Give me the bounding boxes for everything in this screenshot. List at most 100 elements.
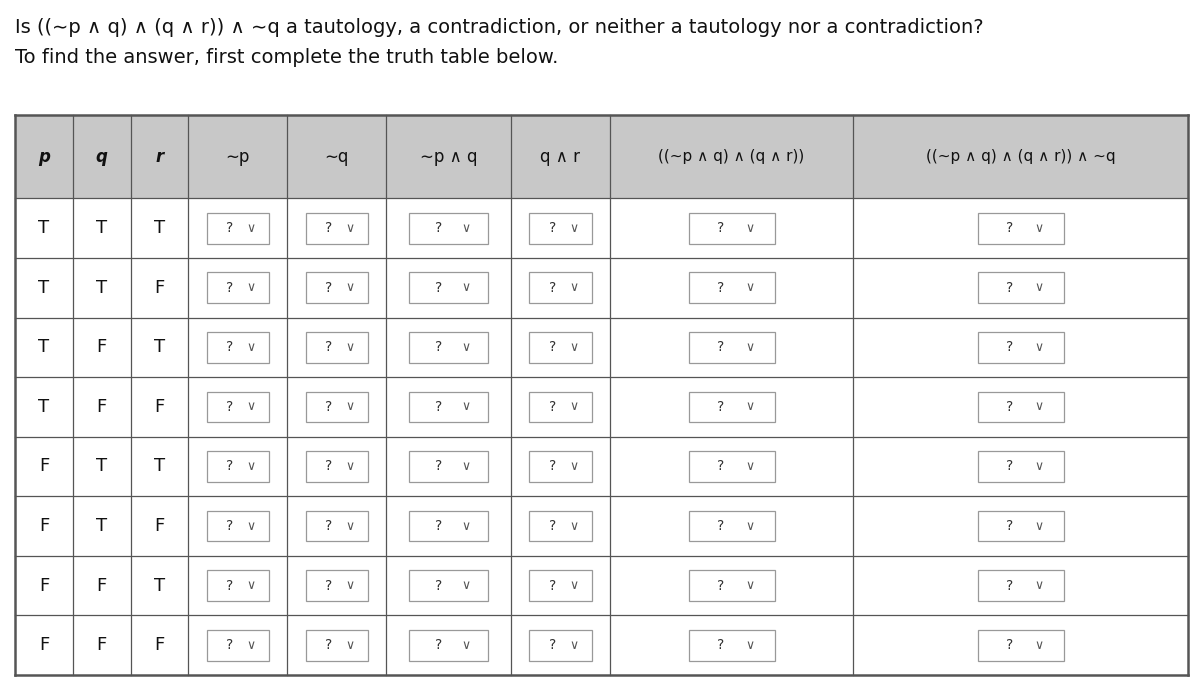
Text: F: F — [155, 636, 164, 654]
Text: ?: ? — [1006, 460, 1013, 473]
Text: ?: ? — [434, 340, 442, 355]
Text: ?: ? — [716, 400, 724, 414]
FancyBboxPatch shape — [689, 332, 774, 363]
Text: F: F — [38, 457, 49, 475]
Text: F: F — [96, 398, 107, 416]
Text: ?: ? — [1006, 579, 1013, 593]
Text: ∨: ∨ — [1034, 400, 1044, 413]
Bar — [131, 115, 188, 199]
FancyBboxPatch shape — [978, 273, 1063, 303]
Text: T: T — [38, 338, 49, 356]
Text: ?: ? — [227, 340, 234, 355]
FancyBboxPatch shape — [529, 273, 592, 303]
Bar — [131, 199, 188, 258]
FancyBboxPatch shape — [978, 391, 1063, 422]
Text: ∼p ∧ q: ∼p ∧ q — [420, 148, 478, 166]
Text: T: T — [154, 457, 166, 475]
Text: ∨: ∨ — [346, 400, 355, 413]
Text: ∨: ∨ — [461, 579, 470, 592]
Text: ∼q: ∼q — [324, 148, 349, 166]
Text: ?: ? — [325, 281, 332, 295]
Bar — [853, 199, 1188, 258]
Text: ?: ? — [227, 519, 234, 533]
FancyBboxPatch shape — [409, 511, 487, 542]
FancyBboxPatch shape — [978, 511, 1063, 542]
Text: ?: ? — [434, 519, 442, 533]
Text: ((∼p ∧ q) ∧ (q ∧ r)): ((∼p ∧ q) ∧ (q ∧ r)) — [659, 149, 805, 164]
Bar — [188, 496, 287, 556]
Text: ∨: ∨ — [247, 520, 256, 533]
Bar — [73, 556, 131, 615]
Bar — [188, 317, 287, 377]
Text: ∨: ∨ — [569, 221, 578, 235]
Text: ∨: ∨ — [1034, 282, 1044, 294]
Text: ?: ? — [227, 460, 234, 473]
FancyBboxPatch shape — [529, 451, 592, 482]
Text: ?: ? — [548, 638, 556, 652]
Text: ∨: ∨ — [247, 579, 256, 592]
Text: ?: ? — [227, 221, 234, 235]
FancyBboxPatch shape — [529, 391, 592, 422]
Text: ?: ? — [548, 340, 556, 355]
FancyBboxPatch shape — [306, 570, 368, 601]
Text: ?: ? — [716, 460, 724, 473]
Text: ?: ? — [434, 221, 442, 235]
FancyBboxPatch shape — [529, 332, 592, 363]
Text: ∨: ∨ — [745, 520, 755, 533]
Text: ?: ? — [434, 460, 442, 473]
Text: T: T — [96, 457, 107, 475]
Bar — [188, 115, 287, 199]
FancyBboxPatch shape — [409, 391, 487, 422]
Text: ?: ? — [548, 579, 556, 593]
Bar — [610, 317, 853, 377]
Text: ∨: ∨ — [461, 460, 470, 473]
FancyBboxPatch shape — [409, 451, 487, 482]
Bar — [511, 258, 610, 317]
Bar — [73, 496, 131, 556]
Text: T: T — [96, 279, 107, 297]
Bar — [14, 377, 73, 437]
Text: ?: ? — [548, 460, 556, 473]
Bar — [853, 556, 1188, 615]
Text: ∨: ∨ — [745, 400, 755, 413]
Text: ?: ? — [1006, 340, 1013, 355]
Bar — [131, 258, 188, 317]
FancyBboxPatch shape — [689, 391, 774, 422]
FancyBboxPatch shape — [206, 213, 269, 244]
Text: ∨: ∨ — [569, 282, 578, 294]
Bar — [853, 317, 1188, 377]
Text: ?: ? — [716, 340, 724, 355]
Bar — [511, 556, 610, 615]
Text: ∼p: ∼p — [226, 148, 250, 166]
Bar — [386, 317, 511, 377]
Bar — [131, 437, 188, 496]
Text: ∨: ∨ — [569, 460, 578, 473]
Text: To find the answer, first complete the truth table below.: To find the answer, first complete the t… — [14, 48, 558, 67]
Bar — [14, 115, 73, 199]
Bar — [73, 437, 131, 496]
Text: ?: ? — [548, 281, 556, 295]
Bar — [386, 496, 511, 556]
FancyBboxPatch shape — [689, 511, 774, 542]
FancyBboxPatch shape — [529, 213, 592, 244]
Text: ?: ? — [1006, 400, 1013, 414]
Bar — [188, 199, 287, 258]
Text: T: T — [154, 219, 166, 237]
Text: ∨: ∨ — [745, 639, 755, 652]
FancyBboxPatch shape — [409, 213, 487, 244]
Bar — [287, 317, 386, 377]
Bar — [511, 615, 610, 675]
Text: ?: ? — [716, 638, 724, 652]
FancyBboxPatch shape — [689, 273, 774, 303]
Text: q: q — [96, 148, 108, 166]
Bar — [73, 199, 131, 258]
FancyBboxPatch shape — [689, 213, 774, 244]
Text: ?: ? — [227, 400, 234, 414]
Bar — [73, 317, 131, 377]
Bar — [287, 496, 386, 556]
FancyBboxPatch shape — [306, 451, 368, 482]
Bar — [14, 258, 73, 317]
Text: ∨: ∨ — [461, 639, 470, 652]
Text: T: T — [96, 517, 107, 535]
Text: F: F — [155, 279, 164, 297]
